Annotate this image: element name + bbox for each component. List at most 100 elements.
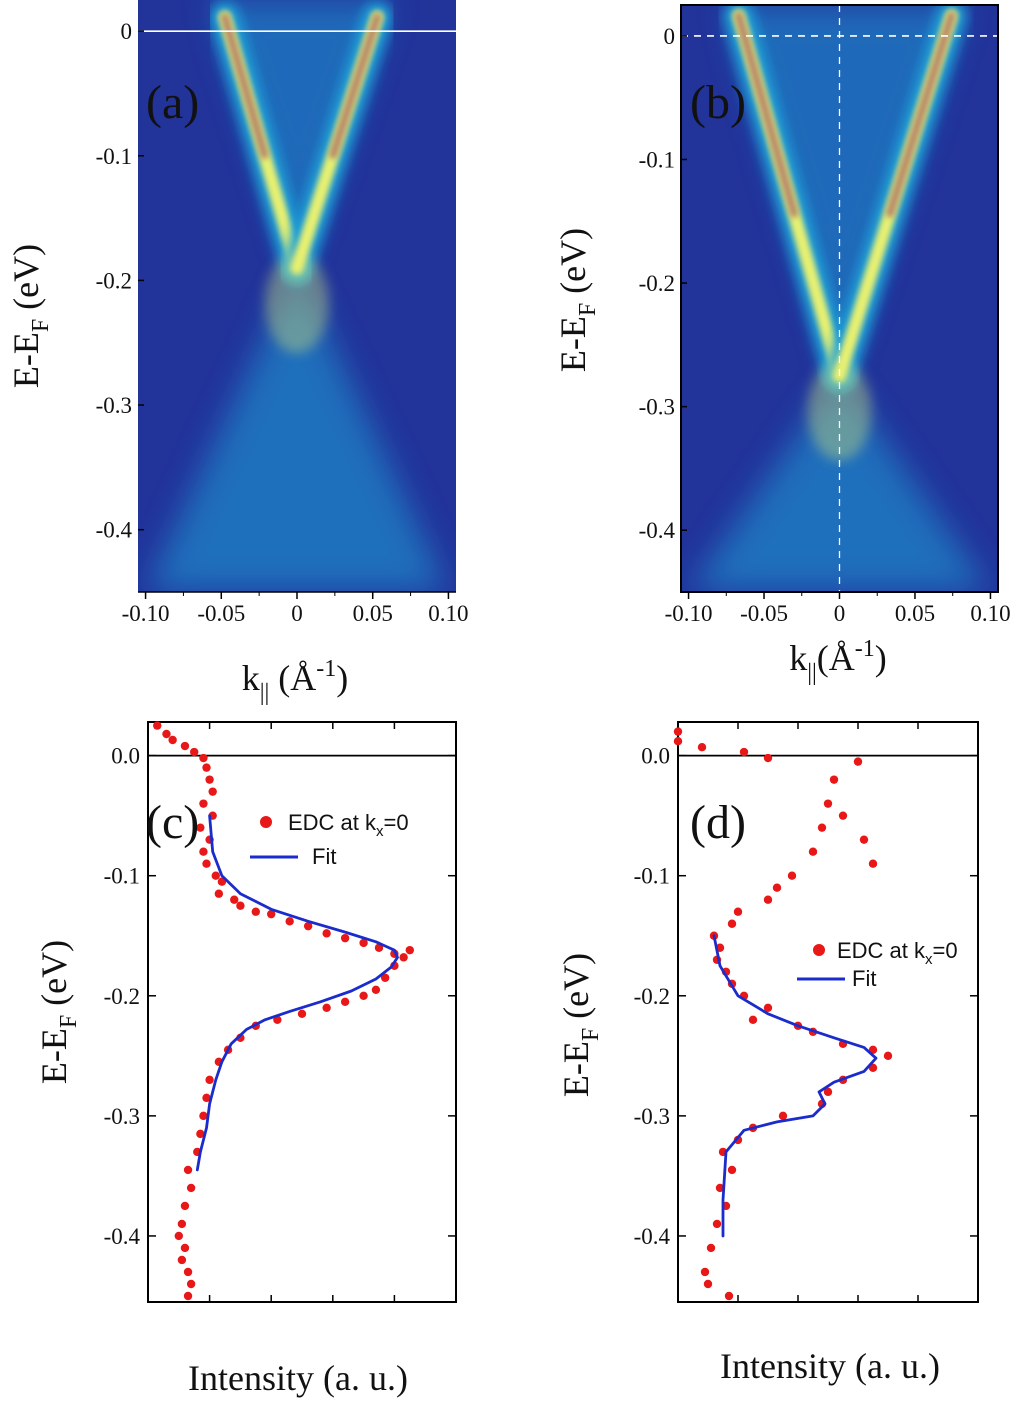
panel-d-marks [673,727,893,1301]
panel-c-data-point [162,729,171,739]
panel-d-y-tick-label: -0.3 [634,1104,670,1129]
panel-c-data-point [205,1075,214,1085]
panel-d-axes: 0.0 -0.1 -0.2 -0.3 -0.4 [634,722,979,1302]
panel-b-x-axis-label: k||(Å-1) [789,636,887,686]
panel-d-data-point [763,753,773,763]
panel-c-legend-line-label: Fit [312,844,336,869]
panel-d-fit-curve [712,934,878,1238]
panel-a-y-tick-label: -0.3 [96,393,132,418]
panel-a-right-branch-peak [329,12,382,160]
panel-c-plot-frame [147,721,457,1303]
panel-c-data-point [205,775,214,784]
panel-a-lower-cone-glow [145,267,449,592]
panel-c-data-point [183,1165,193,1175]
panel-d-data-point [763,1003,773,1012]
panel-c-data-point [251,907,260,916]
panel-d-data-point [733,907,743,916]
panel-c-data-point [180,1201,190,1211]
panel-c-data-point [199,753,208,763]
panel-d-legend-point-marker [813,944,825,956]
panel-a-x-tick-label: 0.05 [353,601,393,626]
panel-b-x-tick-label: -0.10 [665,601,713,626]
panel-c-data-point [211,871,220,880]
panel-b-x-tick-label: 0.10 [970,601,1010,626]
panel-c-data-point [199,847,208,856]
panel-d-data-point [712,1219,722,1229]
panel-a-y-tick-label: -0.1 [96,144,132,169]
panel-d-legend-points-label: EDC at kx=0 [837,938,958,968]
panel-b-x-tick-label: 0 [834,601,846,626]
panel-a-x-tick-label: -0.10 [122,601,170,626]
panel-a-label: (a) [146,76,199,129]
panel-a-x-tick-label: -0.05 [197,601,245,626]
panel-c-y-tick-label: -0.4 [104,1224,141,1249]
panel-c-data-point [322,1003,331,1012]
panel-b-y-axis-label: E-EF (eV) [553,228,601,372]
panel-c-data-point [183,1267,193,1277]
panel-a-x-axis-label: k|| (Å-1) [242,656,349,706]
panel-d-data-point [703,1279,713,1289]
panel-d-data-point [772,883,782,892]
panel-d-data-point [724,1291,734,1301]
panel-c-data-point [230,895,239,904]
panel-c-data-point [202,763,211,772]
panel-d-x-axis-label: Intensity (a. u.) [720,1346,940,1386]
panel-d-data-point [883,1051,893,1061]
panel-c-legend-point-marker [260,816,272,828]
panel-c-data-point [340,997,350,1006]
panel-c-data-point [380,973,390,982]
panel-b-axes: 0 -0.1 -0.2 -0.3 -0.4 -0.10 -0.05 0 0.05 0.10 [639,4,1011,626]
panel-a-y-tick-label: -0.2 [96,268,132,293]
panel-a-left-branch-peak [220,12,269,160]
panel-d-data-point [739,747,749,757]
panel-d-data-point [727,1165,737,1175]
panel-a-arpes-map: 0 -0.1 -0.2 -0.3 -0.4 -0.10 -0.05 0 0.05 0.10 (a)… [6,0,469,706]
panel-d-data-point [697,743,707,752]
panel-c-data-point [180,741,190,751]
panel-d-edc-plot: 0.0-0.1-0.2-0.3-0.4 (d) EDC at kx=0 Fit … [556,721,979,1386]
panel-c-data-point [359,991,368,1000]
panel-d-data-point [838,811,848,820]
panel-d-label: (d) [690,796,746,849]
panel-d-data-point [700,1267,710,1277]
panel-c-data-point [183,1291,193,1301]
panel-c-legend: EDC at kx=0 Fit [250,810,409,869]
panel-c-data-point [202,1093,211,1103]
panel-c-data-point [202,859,211,868]
panel-d-data-point [787,871,797,880]
panel-d-data-point [673,737,683,746]
panel-a-y-tick-label: -0.4 [96,518,133,543]
panel-c-edc-plot: 0.0-0.1-0.2-0.3-0.4 (c) EDC at kx=0 Fit … [34,721,457,1398]
panel-c-data-point [399,953,408,962]
panel-b-lower-cone-glow [688,375,991,592]
panel-a-x-tick-label: 0 [291,601,303,626]
panel-d-y-tick-label: -0.2 [634,984,670,1009]
panel-a-band-dispersion [145,0,449,592]
panel-c-data-point [322,929,331,938]
panel-d-data-point [823,799,833,808]
panel-c-data-point [153,721,162,730]
panel-c-data-point [168,735,177,745]
panel-c-data-point [180,1243,190,1253]
panel-b-y-tick-label: -0.2 [639,271,675,296]
panel-a-axes: 0 -0.1 -0.2 -0.3 -0.4 -0.10 -0.05 0 0.05 0.10 [96,19,469,626]
panel-c-data-point [359,938,368,948]
panel-c-y-tick-label: -0.2 [104,984,140,1009]
panel-b-y-tick-label: -0.3 [639,395,675,420]
panel-a-dirac-point-glow [265,252,329,353]
panel-c-data-point [186,1183,196,1193]
panel-b-band-dispersion [688,5,991,592]
panel-c-data-point [285,917,294,926]
panel-d-data-point [817,823,827,832]
panel-c-data-point [186,1279,196,1289]
panel-d-data-point [829,775,839,784]
panel-a-y-tick-label: 0 [121,19,133,44]
panel-c-y-axis-label: E-EF (eV) [34,940,82,1084]
panel-c-marks [153,721,414,1301]
panel-b-y-tick-label: -0.4 [639,518,676,543]
panel-b-left-branch-peak [734,11,799,218]
panel-d-data-point [727,919,737,928]
panel-d-y-tick-label: -0.1 [634,864,670,889]
panel-a-x-tick-label: 0.10 [428,601,468,626]
